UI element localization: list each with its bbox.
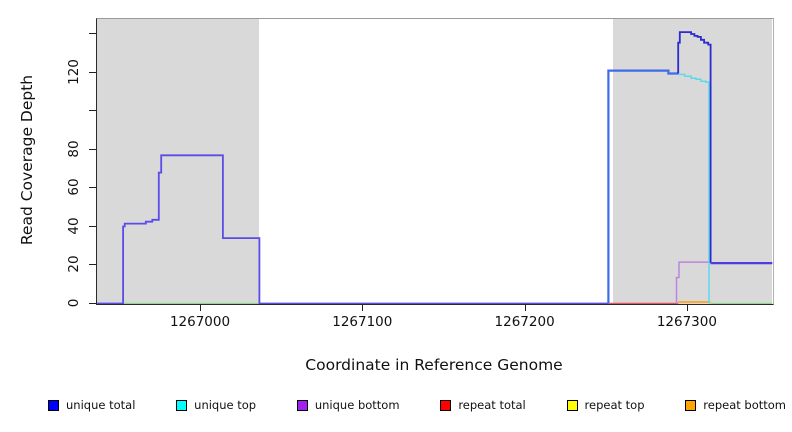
legend-item-unique-total: unique total <box>48 398 135 412</box>
legend-item-repeat-top: repeat top <box>566 398 645 412</box>
highlight-band <box>97 19 260 304</box>
y-tick-label: 120 <box>66 58 82 85</box>
series-svg <box>97 31 773 304</box>
legend-label: unique bottom <box>314 398 400 412</box>
series-unique-bottom <box>675 261 709 304</box>
legend-label: unique total <box>66 398 136 412</box>
legend-swatch-icon <box>176 399 188 411</box>
legend-swatch-icon <box>296 399 308 411</box>
legend-label: unique top <box>194 398 257 412</box>
y-tick-mark <box>89 33 96 34</box>
y-tick-label: 20 <box>66 255 82 273</box>
y-axis-title: Read Coverage Depth <box>18 74 36 246</box>
y-tick-mark <box>89 225 96 227</box>
x-tick-label: 1267000 <box>169 314 231 330</box>
highlight-bands <box>97 19 773 304</box>
legend-item-unique-top: unique top <box>176 398 256 412</box>
plot-area <box>96 18 774 305</box>
y-tick-mark <box>89 148 96 150</box>
x-tick-label: 1267100 <box>332 314 393 330</box>
y-tick-mark <box>89 264 96 265</box>
y-tick-mark <box>89 187 96 188</box>
legend-label: repeat total <box>458 398 526 412</box>
y-tick-label: 80 <box>66 139 82 158</box>
x-tick-mark <box>524 304 526 311</box>
series-unique-total-right-plateau <box>607 69 679 304</box>
legend-item-repeat-total: repeat total <box>440 398 526 412</box>
legend-label: repeat bottom <box>703 398 786 412</box>
series-unique-total-left <box>97 154 609 304</box>
legend-swatch-icon <box>685 399 697 411</box>
legend-swatch-icon <box>566 399 578 411</box>
x-tick-label: 1267300 <box>656 314 717 330</box>
series-unique-top <box>678 73 710 304</box>
y-tick-label: 60 <box>66 178 82 196</box>
legend-label: repeat top <box>584 398 645 412</box>
y-tick-label: 0 <box>66 298 82 307</box>
x-tick-mark <box>686 304 688 311</box>
highlight-band <box>613 19 773 304</box>
y-tick-label: 40 <box>66 216 82 235</box>
y-tick-mark <box>89 71 96 73</box>
legend: unique total unique top unique bottom repea… <box>48 398 786 412</box>
y-tick-mark <box>89 302 96 304</box>
legend-item-repeat-bottom: repeat bottom <box>685 398 786 412</box>
x-tick-mark <box>362 304 364 311</box>
legend-swatch-icon <box>440 399 452 411</box>
series-unique-total-right-peak <box>677 31 712 264</box>
x-tick-mark <box>200 304 201 311</box>
y-tick-mark <box>89 110 96 111</box>
x-axis-title: Coordinate in Reference Genome <box>305 356 563 374</box>
legend-item-unique-bottom: unique bottom <box>296 398 400 412</box>
legend-swatch-icon <box>48 399 59 411</box>
x-tick-label: 1267200 <box>494 314 555 330</box>
